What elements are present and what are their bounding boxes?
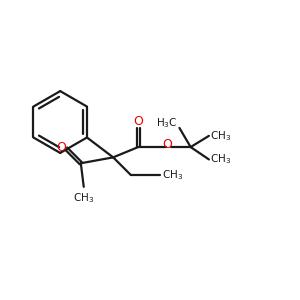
Text: O: O xyxy=(163,138,172,151)
Text: O: O xyxy=(56,141,66,154)
Text: CH$_3$: CH$_3$ xyxy=(162,168,183,182)
Text: H$_3$C: H$_3$C xyxy=(156,117,178,130)
Text: CH$_3$: CH$_3$ xyxy=(210,152,232,166)
Text: CH$_3$: CH$_3$ xyxy=(210,129,232,143)
Text: CH$_3$: CH$_3$ xyxy=(73,191,94,205)
Text: O: O xyxy=(133,115,143,128)
